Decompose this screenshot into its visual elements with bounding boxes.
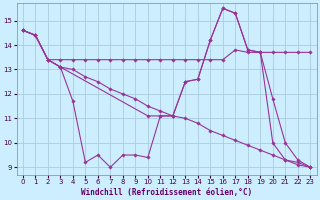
X-axis label: Windchill (Refroidissement éolien,°C): Windchill (Refroidissement éolien,°C) (81, 188, 252, 197)
